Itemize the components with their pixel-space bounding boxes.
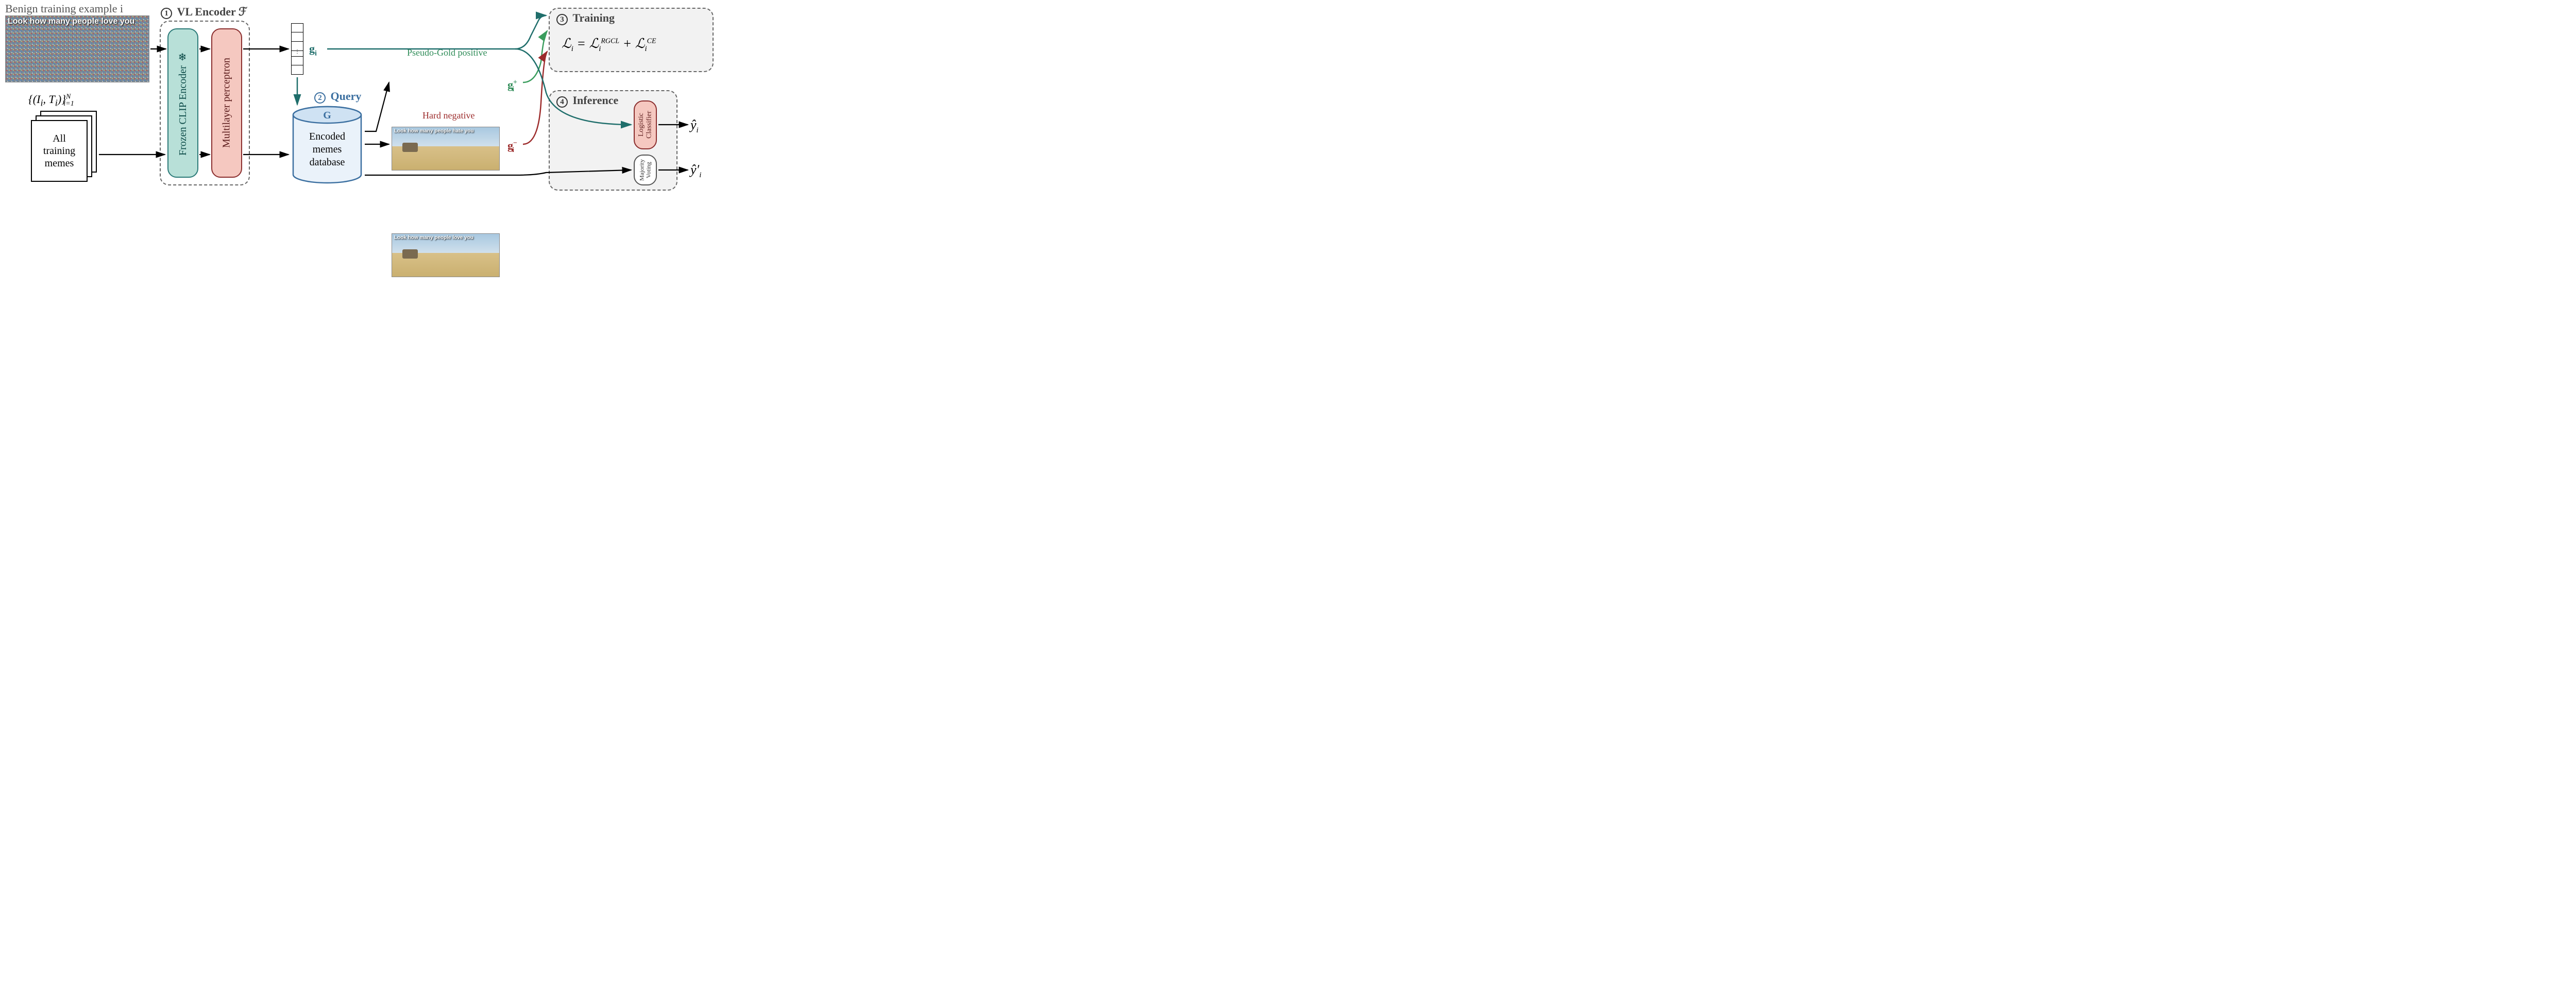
training-title: 3 Training [556, 11, 615, 25]
pos-vec-label: g+i [507, 78, 514, 94]
hard-negative-title: Hard negative [422, 110, 474, 121]
benign-meme-text: Look how many people love you [8, 17, 147, 26]
inference-title: 4 Inference [556, 94, 618, 108]
training-set-math: {(Ii, Ti)}Ni=1 [28, 93, 74, 108]
mlp-block: Multilayer perceptron [211, 28, 242, 178]
clip-encoder: Frozen CLIP Encoder ❄ [167, 28, 198, 178]
anchor-vector: ⋮ [291, 23, 303, 75]
benign-meme-image: Look how many people love you [5, 15, 149, 82]
training-memes-stack: Alltrainingmemes [31, 111, 98, 183]
hard-negative-meme: Look how many people love you [392, 233, 500, 277]
logistic-classifier: LogisticClassifier [634, 100, 657, 149]
training-loss: ℒi = ℒiRGCL + ℒiCE [562, 36, 656, 54]
neg-meme-text: Look how many people love you [394, 235, 497, 241]
pseudo-gold-meme: Look how many people hate you [392, 127, 500, 170]
query-title: 2 Query [314, 90, 361, 104]
training-memes-label: Alltrainingmemes [43, 132, 75, 169]
db-symbol: G [291, 110, 363, 122]
memes-database: G Encodedmemesdatabase [291, 106, 363, 183]
benign-title: Benign training example i [5, 2, 123, 15]
yhat-prime-output: ŷ′i [690, 162, 701, 180]
pseudo-gold-title: Pseudo-Gold positive [407, 47, 487, 58]
vl-encoder-title: 1 VL Encoder ℱ [161, 5, 247, 19]
anchor-vector-label: gi [309, 42, 317, 58]
mlp-label: Multilayer perceptron [221, 58, 233, 148]
yhat-output: ŷi [690, 117, 699, 135]
pos-meme-text: Look how many people hate you [394, 128, 497, 134]
db-label: Encodedmemesdatabase [291, 130, 363, 169]
neg-vec-label: g−i [507, 139, 514, 155]
majority-voting: MajorityVoting [634, 155, 657, 185]
clip-encoder-label: Frozen CLIP Encoder ❄ [177, 50, 189, 156]
